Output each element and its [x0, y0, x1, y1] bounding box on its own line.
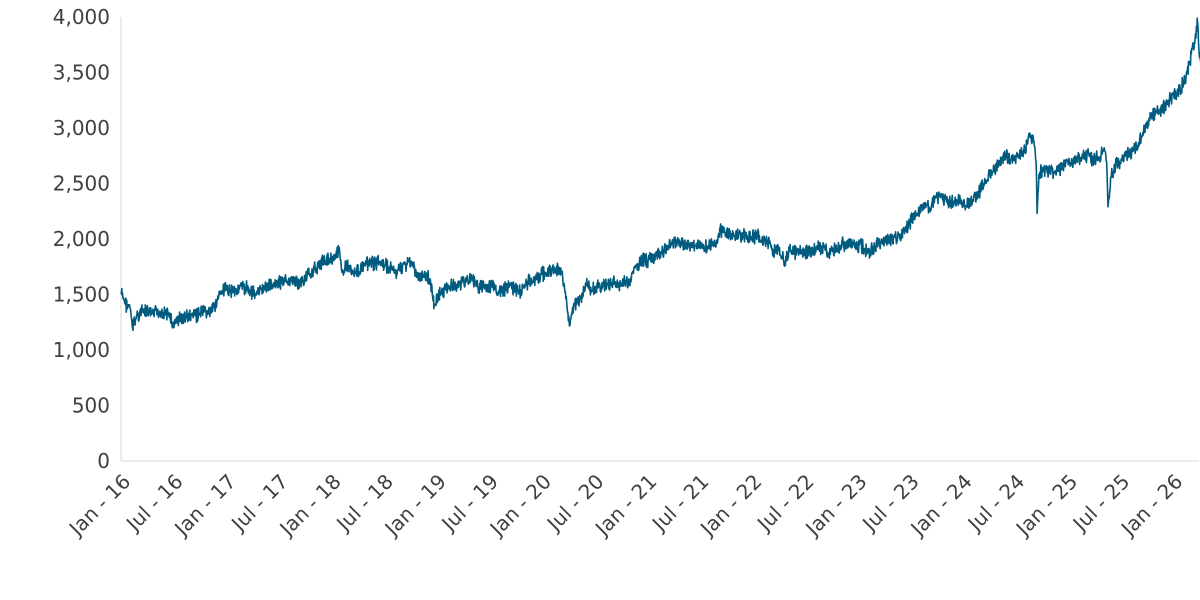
x-tick-label: Jan - 16 — [63, 469, 135, 541]
y-axis-ticks: 0 500 1,000 1,500 2,000 2,500 3,000 3,500 4,000 — [53, 5, 110, 473]
series-layer — [120, 17, 1200, 332]
y-tick-label: 500 — [72, 394, 110, 418]
y-tick-label: 2,500 — [53, 172, 110, 196]
y-tick-label: 0 — [97, 449, 110, 473]
y-tick-label: 3,000 — [53, 116, 110, 140]
y-tick-label: 2,000 — [53, 227, 110, 251]
y-tick-label: 1,500 — [53, 283, 110, 307]
y-tick-label: 3,500 — [53, 61, 110, 85]
series-line — [120, 17, 1200, 332]
y-tick-label: 1,000 — [53, 338, 110, 362]
y-tick-label: 4,000 — [53, 5, 110, 29]
